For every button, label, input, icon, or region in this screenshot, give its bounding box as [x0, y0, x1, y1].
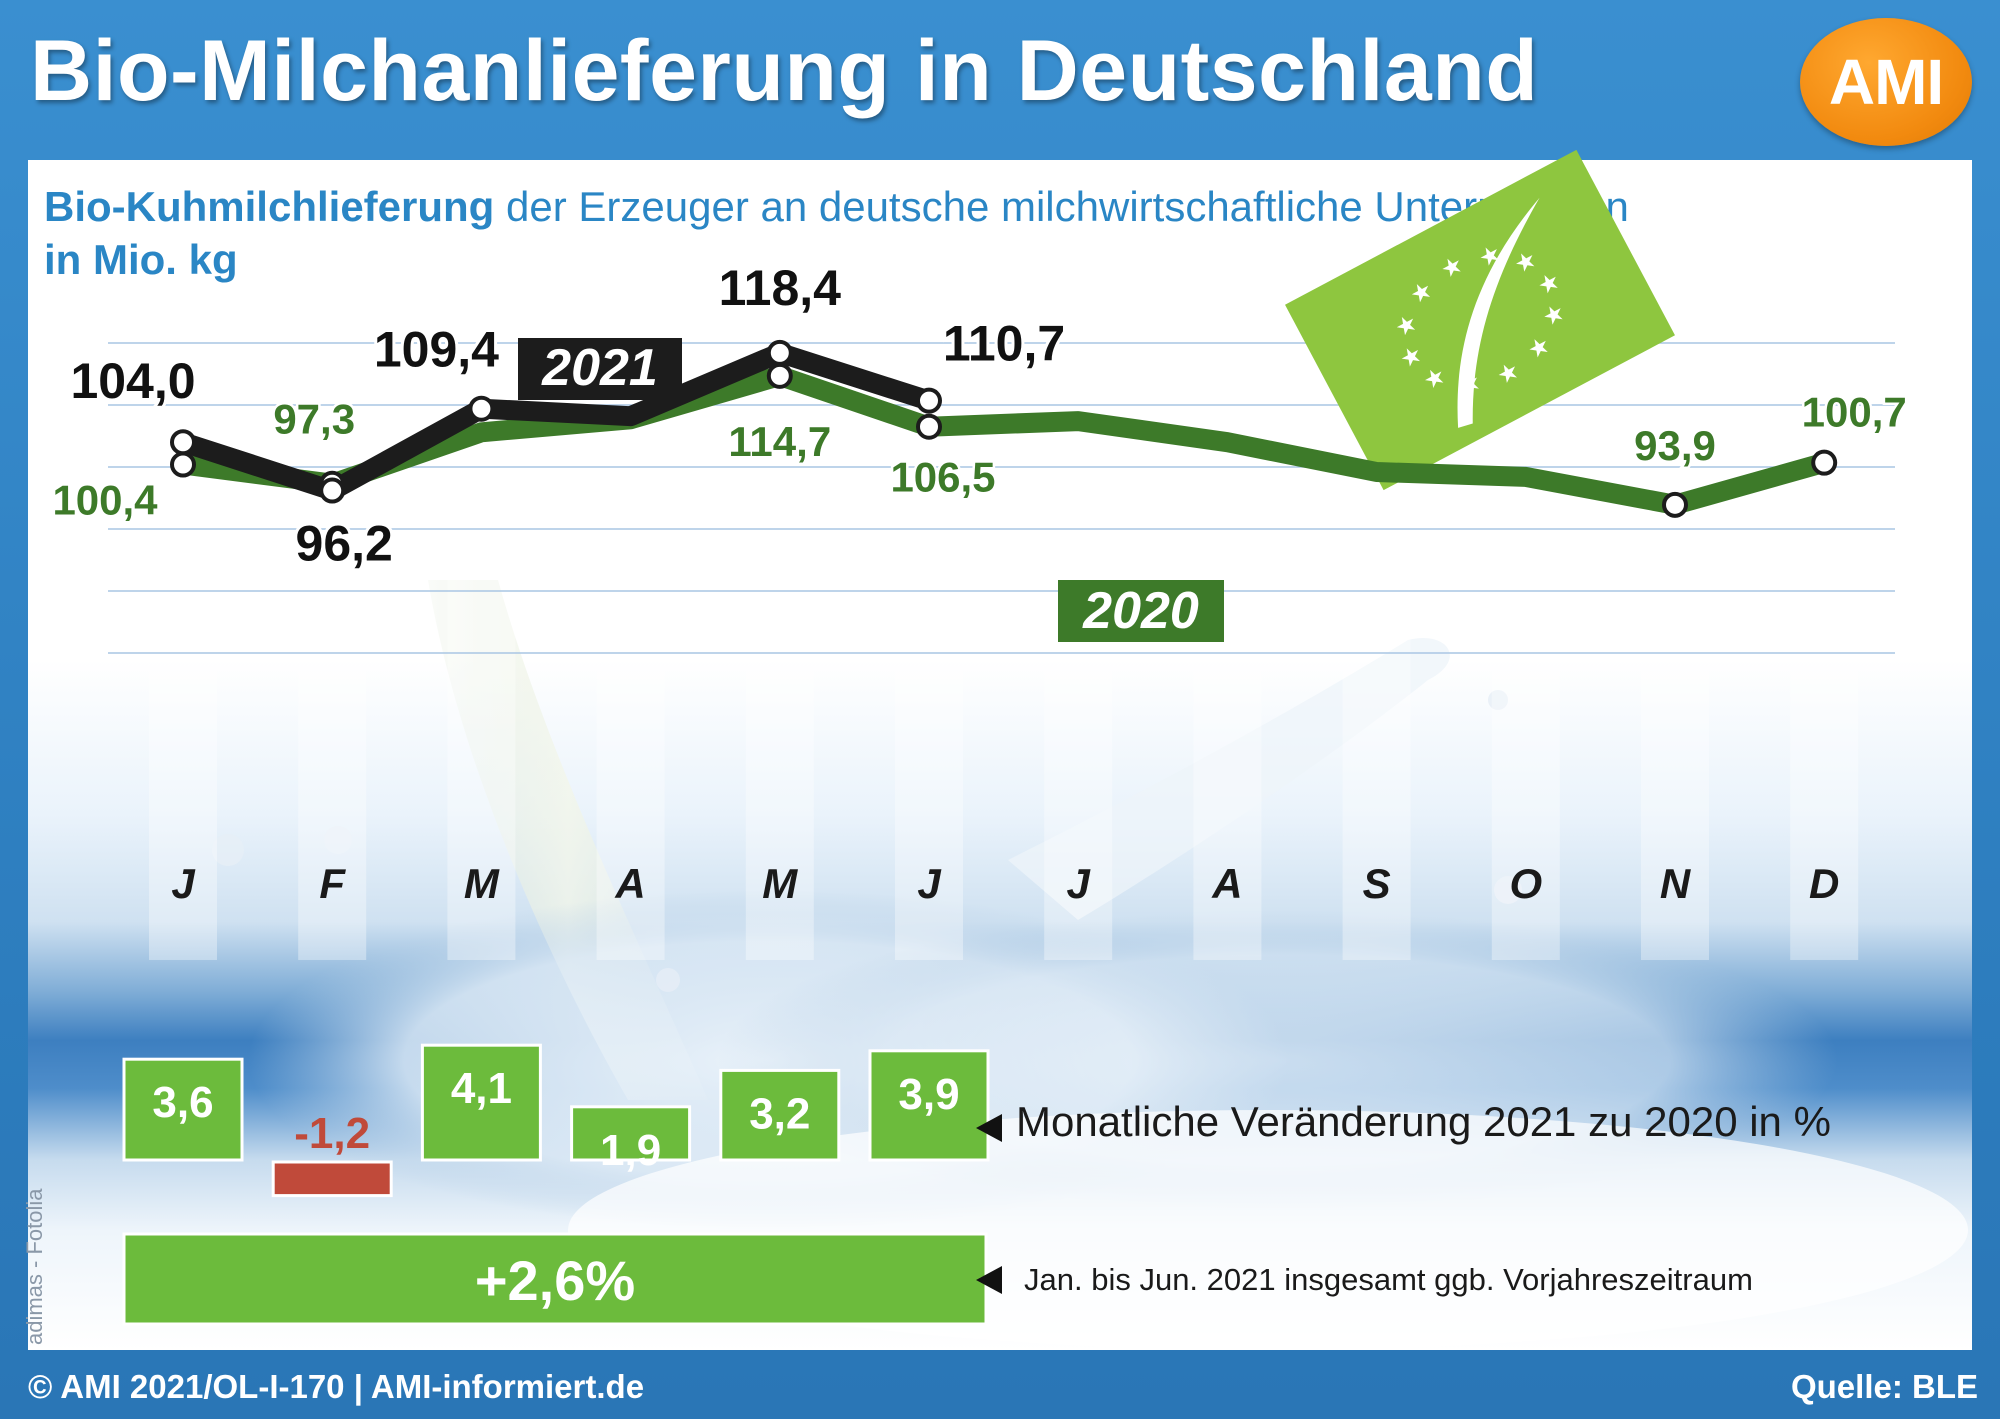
chart-panel: [28, 160, 1972, 1350]
point-2020: [1662, 491, 1688, 518]
series-2021-layer: [173, 342, 939, 501]
change-bar-negative: [271, 1160, 393, 1198]
total-bar: [122, 1232, 988, 1326]
value-label-2021: 118,4: [719, 260, 842, 316]
value-label-2021: 110,7: [943, 316, 1065, 372]
point-2020: [916, 413, 942, 440]
change-bar: [868, 1049, 990, 1162]
change-bar-label: 3,6: [152, 1078, 213, 1127]
legend-tag-2021: [518, 338, 682, 400]
change-bar-label: 3,2: [749, 1089, 810, 1138]
data-points-layer: [170, 339, 1838, 518]
month-label: J: [1067, 860, 1092, 907]
month-label: O: [1509, 860, 1542, 907]
month-label: J: [171, 860, 196, 907]
month-label: M: [464, 860, 500, 907]
month-stripe: [1491, 360, 1560, 960]
change-description-label: Monatliche Veränderung 2021 zu 2020 in %: [1016, 1098, 1831, 1145]
change-bar-label: 3,9: [898, 1070, 959, 1119]
point-2021: [916, 387, 942, 414]
month-label: A: [614, 860, 645, 907]
eu-organic-logo: ★★★★★★★★★★ ★ ★: [1285, 149, 1675, 491]
series-2020-layer: [173, 365, 1835, 515]
pointer-arrow-icon: [976, 1266, 1002, 1294]
legend-label-2020: 2020: [1082, 582, 1199, 640]
change-bar: [122, 1057, 244, 1162]
month-label: J: [917, 860, 942, 907]
point-2021: [766, 339, 793, 366]
month-stripe: [1641, 360, 1709, 960]
month-stripe: [447, 360, 516, 960]
pointer-arrow-icon: [976, 1114, 1002, 1142]
value-label-2021: 104,0: [70, 353, 195, 409]
change-bar: [719, 1068, 841, 1162]
month-stripe: [596, 360, 665, 960]
month-label: M: [762, 860, 798, 907]
month-label: N: [1660, 860, 1692, 907]
value-label-2020: 100,7: [1802, 389, 1907, 436]
subtitle-strong: Bio-Kuhmilchlieferung: [44, 183, 495, 230]
value-label-2020: 93,9: [1634, 422, 1716, 469]
value-label-2020: 100,4: [52, 477, 158, 524]
point-2020: [1811, 449, 1838, 476]
month-stripe: [745, 360, 814, 960]
month-stripe: [1193, 360, 1262, 960]
footer-source: Quelle: BLE: [1790, 1368, 1978, 1405]
change-bar: [570, 1105, 692, 1162]
month-stripe: [298, 360, 367, 960]
month-label: A: [1211, 860, 1242, 907]
value-label-2020: 106,5: [890, 454, 995, 501]
point-2020: [766, 362, 793, 389]
month-stripe: [895, 360, 963, 960]
legend-tags-layer: 2021 2020: [518, 338, 1224, 642]
page-title: Bio-Milchanlieferung in Deutschland: [30, 23, 1539, 119]
total-bar-layer: +2,6%: [122, 1232, 988, 1326]
legend-tag-2020: [1058, 580, 1224, 642]
total-description-label: Jan. bis Jun. 2021 insgesamt ggb. Vorjah…: [1024, 1262, 1753, 1297]
point-2021: [468, 395, 495, 422]
change-bar-label: -1,2: [294, 1109, 370, 1158]
unit-label: in Mio. kg: [44, 236, 238, 283]
value-label-2020: 97,3: [273, 396, 355, 443]
series-2020-line: [173, 365, 1835, 515]
value-label-2020: 114,7: [728, 418, 831, 465]
value-label-2021: 109,4: [374, 322, 499, 378]
legend-label-2021: 2021: [541, 339, 658, 397]
month-stripe: [1044, 360, 1113, 960]
gridlines: [108, 342, 1895, 654]
value-label-2021: 96,2: [296, 516, 393, 572]
month-label: S: [1363, 860, 1391, 907]
ami-logo: AMI: [1800, 18, 1972, 146]
photo-credit: adimas - Fotolia: [22, 1188, 47, 1345]
value-labels-layer: 104,0 96,2 109,4 118,4 110,7 100,4 97,3 114,7 10…: [50, 257, 1909, 575]
pointer-arrows-layer: [976, 1114, 1002, 1294]
total-bar-label: +2,6%: [475, 1249, 635, 1312]
month-label: F: [319, 860, 346, 907]
change-bar: [420, 1043, 542, 1162]
point-2021: [319, 477, 346, 504]
series-2021-line: [173, 342, 939, 501]
point-2021: [170, 429, 196, 456]
change-bar-label: 1,9: [600, 1126, 661, 1175]
point-2020: [170, 451, 196, 478]
footer-copyright: © AMI 2021/OL-I-170 | AMI-informiert.de: [28, 1368, 645, 1405]
month-label: D: [1809, 860, 1839, 907]
change-bars-layer: 3,6 -1,2 4,1 1,9 3,2 3,9: [122, 1043, 990, 1198]
change-bar-label: 4,1: [451, 1064, 512, 1113]
